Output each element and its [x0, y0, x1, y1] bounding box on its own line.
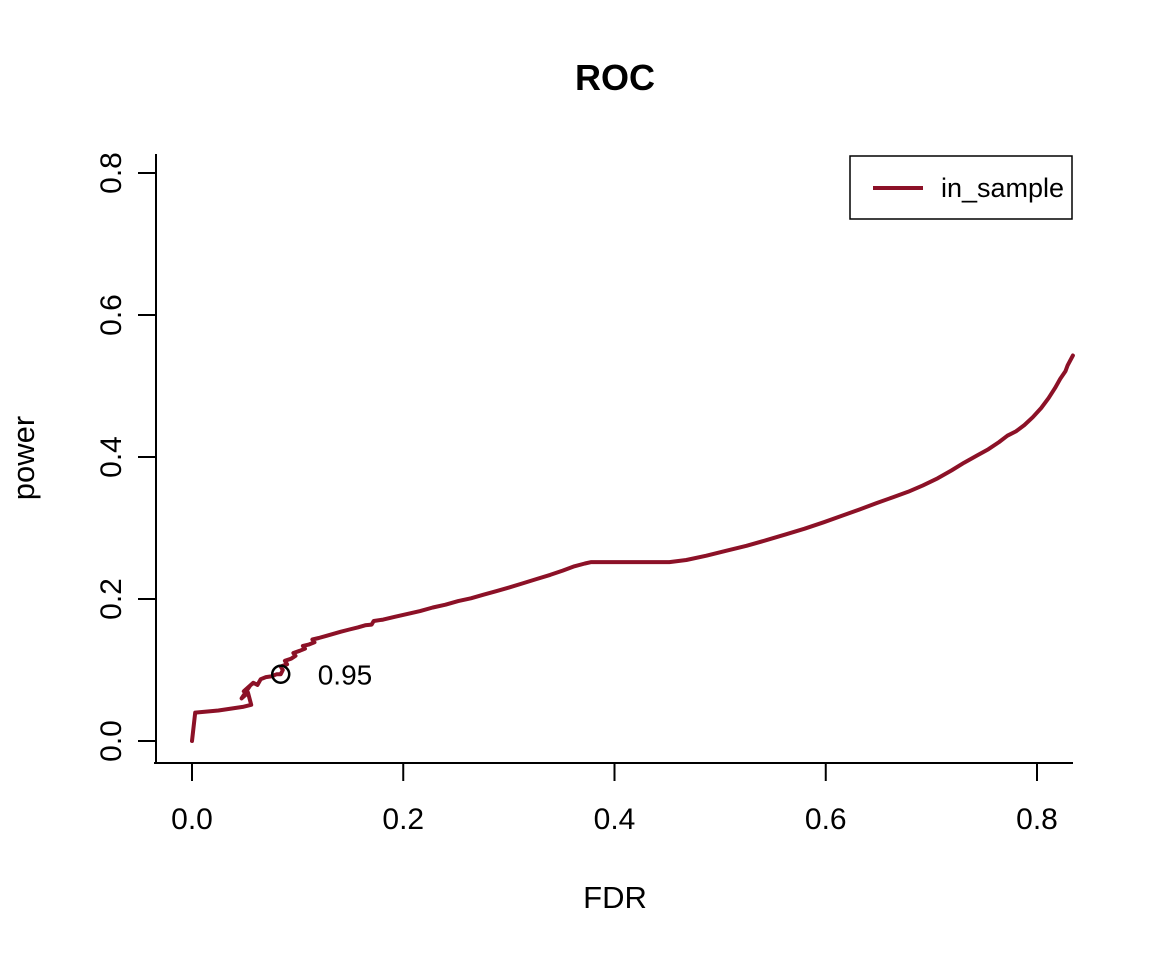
threshold-annotation-label: 0.95	[318, 659, 373, 690]
legend-label: in_sample	[941, 173, 1064, 203]
y-tick-label: 0.8	[95, 152, 128, 194]
threshold-marker-circle	[270, 664, 291, 685]
x-tick-label: 0.4	[594, 803, 636, 836]
x-tick-label: 0.8	[1016, 803, 1058, 836]
y-tick-label: 0.4	[95, 436, 128, 478]
x-tick-label: 0.6	[805, 803, 847, 836]
y-tick-label: 0.6	[95, 294, 128, 336]
x-axis-title: FDR	[583, 880, 647, 915]
x-axis-ticks: 0.0 0.2 0.4 0.6 0.8	[171, 763, 1058, 836]
chart-title: ROC	[575, 57, 655, 98]
legend: in_sample	[849, 155, 1073, 220]
x-tick-label: 0.2	[382, 803, 424, 836]
y-tick-label: 0.0	[95, 720, 128, 762]
roc-curve-in-sample	[190, 353, 1075, 743]
y-axis-title: power	[6, 416, 41, 500]
x-tick-label: 0.0	[171, 803, 213, 836]
y-axis-ticks: 0.0 0.2 0.4 0.6 0.8	[95, 152, 156, 762]
y-tick-label: 0.2	[95, 578, 128, 620]
